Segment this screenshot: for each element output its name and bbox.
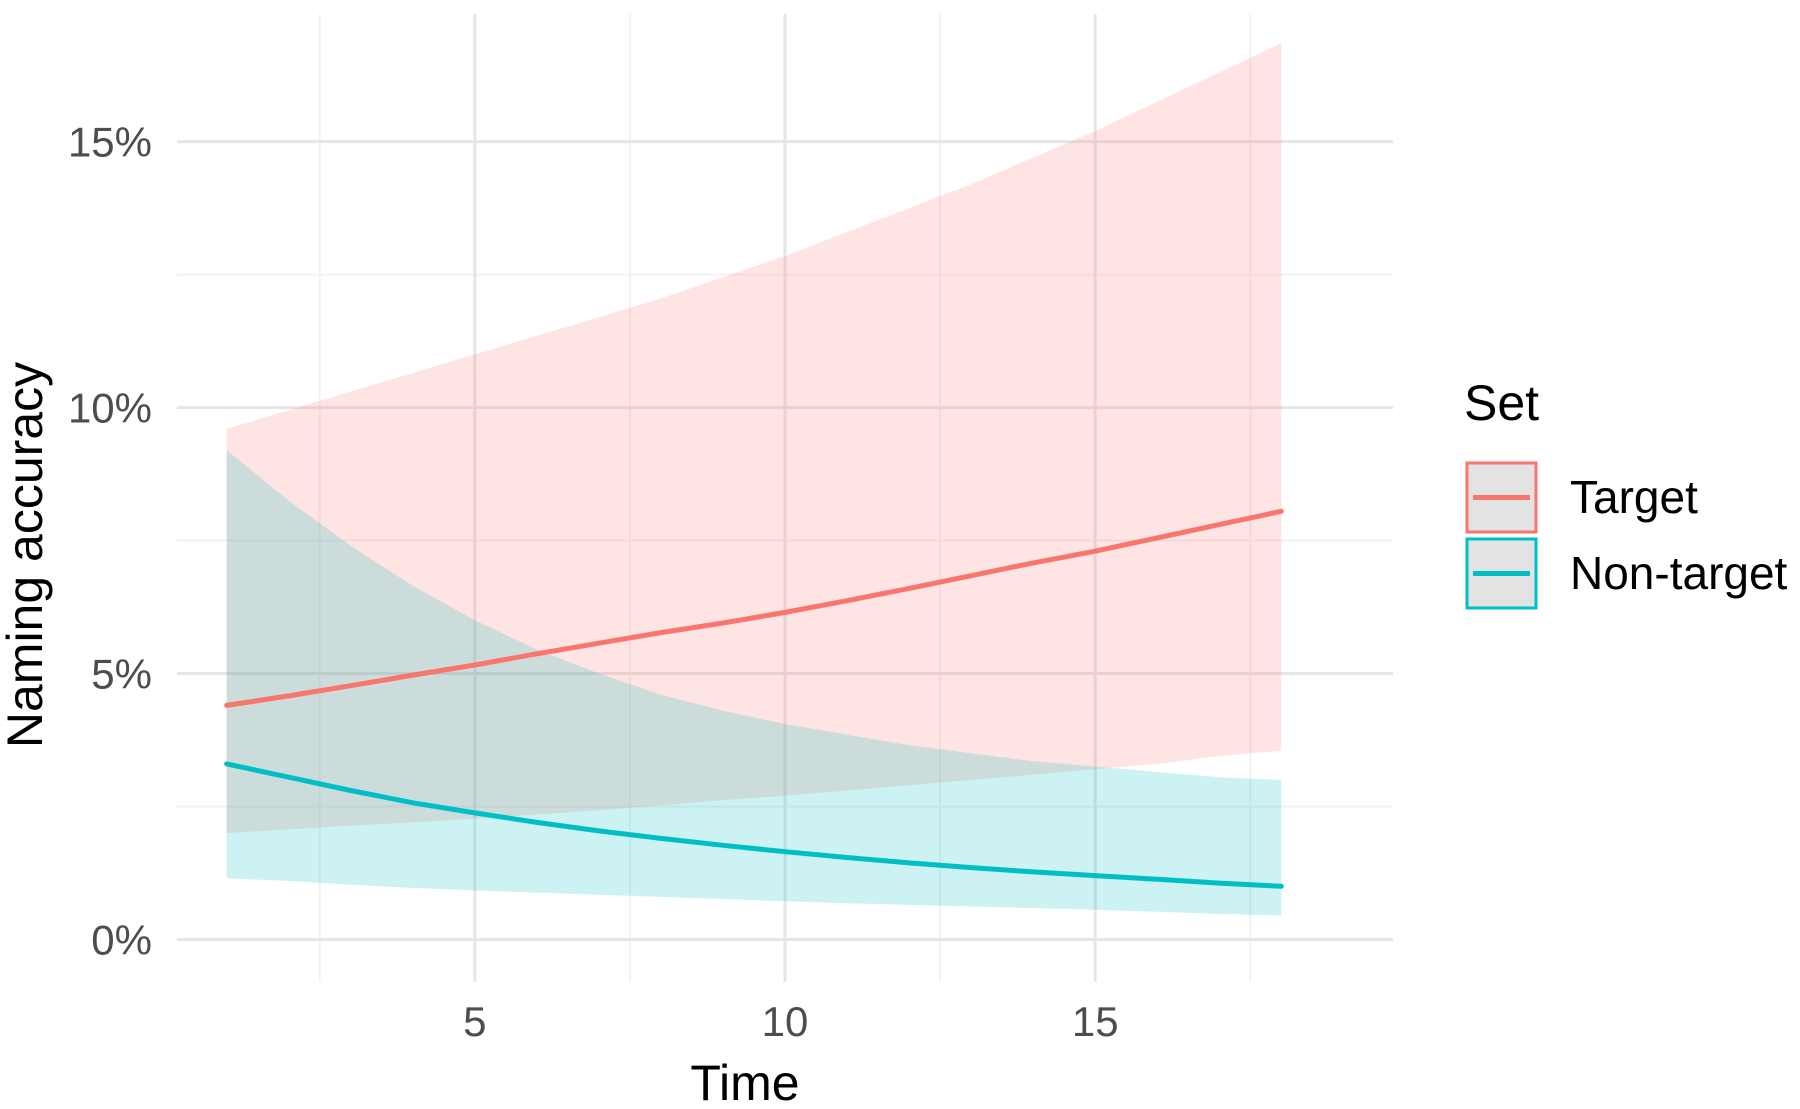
x-tick-label: 5: [463, 998, 486, 1045]
series-line-target: [224, 508, 1284, 708]
y-tick-label: 5%: [91, 651, 152, 698]
y-axis-label: Naming accuracy: [0, 362, 53, 748]
legend-title: Set: [1464, 375, 1539, 431]
grid-layer: [177, 14, 1393, 982]
confidence-bands: [226, 43, 1282, 916]
confidence-band-non-target: [226, 450, 1282, 916]
legend-item-label: Target: [1570, 471, 1698, 523]
x-tick-label: 10: [762, 998, 809, 1045]
legend-item-target: Target: [1465, 461, 1698, 534]
y-tick-label: 15%: [68, 119, 152, 166]
series-line-non-target: [224, 761, 1284, 889]
legend-item-label: Non-target: [1570, 547, 1788, 599]
legend: Set Target Non-target: [1464, 375, 1788, 610]
legend-items: Target Non-target: [1465, 461, 1788, 610]
tick-labels: 0% 5% 10% 15% 5 10 15: [68, 119, 1119, 1045]
series-lines: [224, 508, 1284, 889]
x-tick-label: 15: [1072, 998, 1119, 1045]
legend-item-non-target: Non-target: [1465, 537, 1788, 610]
y-tick-label: 0%: [91, 916, 152, 963]
x-axis-label: Time: [690, 1055, 799, 1104]
confidence-band-target: [226, 43, 1282, 834]
y-tick-label: 10%: [68, 385, 152, 432]
